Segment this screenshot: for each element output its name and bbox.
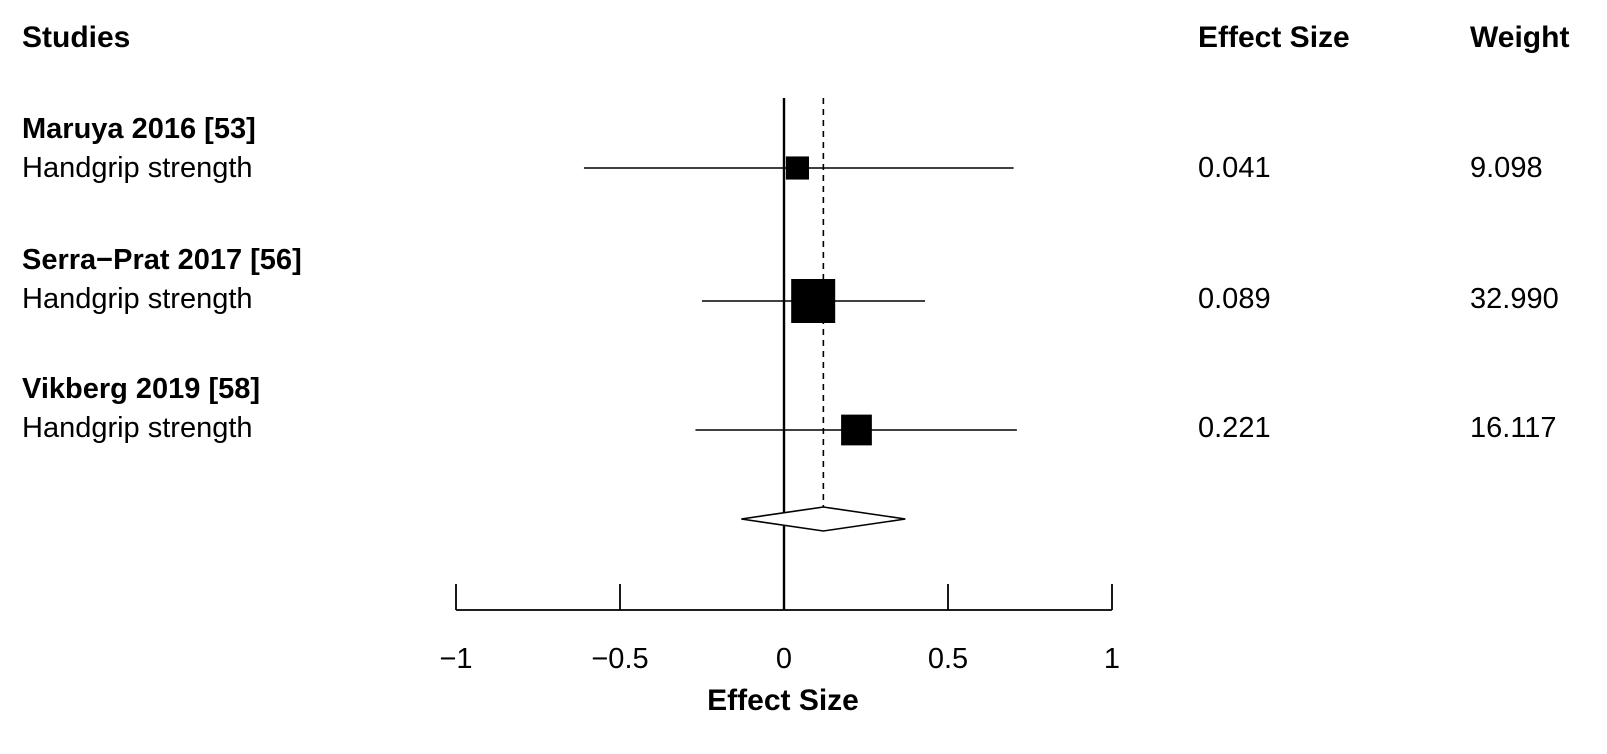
study-effect-size: 0.089: [1198, 283, 1271, 315]
x-tick-label: 0: [776, 643, 792, 675]
study-outcome: Handgrip strength: [22, 152, 253, 184]
plot-marks: −1 −0.5 0 0.5 1: [439, 98, 1120, 675]
study-effect-size: 0.221: [1198, 412, 1271, 444]
pooled-effect-diamond: [741, 506, 906, 532]
study-weight: 32.990: [1470, 283, 1559, 315]
study-effect-size: 0.041: [1198, 152, 1271, 184]
x-axis-title: Effect Size: [707, 684, 859, 717]
study-name: Vikberg 2019 [58]: [22, 373, 260, 405]
study-name: Maruya 2016 [53]: [22, 113, 256, 145]
header-studies: Studies: [22, 21, 130, 54]
x-tick-label: 1: [1104, 643, 1120, 675]
effect-size-marker: [785, 156, 810, 180]
x-tick-label: 0.5: [928, 643, 968, 675]
study-name: Serra−Prat 2017 [56]: [22, 244, 302, 276]
x-tick-label: −1: [439, 643, 472, 675]
study-outcome: Handgrip strength: [22, 283, 253, 315]
x-tick-label: −0.5: [591, 643, 648, 675]
effect-size-marker: [841, 414, 872, 446]
effect-size-marker: [791, 279, 836, 323]
study-weight: 16.117: [1470, 412, 1557, 444]
header-weight: Weight: [1470, 21, 1569, 54]
study-weight: 9.098: [1470, 152, 1543, 184]
header-effect-size: Effect Size: [1198, 21, 1350, 54]
study-outcome: Handgrip strength: [22, 412, 253, 444]
